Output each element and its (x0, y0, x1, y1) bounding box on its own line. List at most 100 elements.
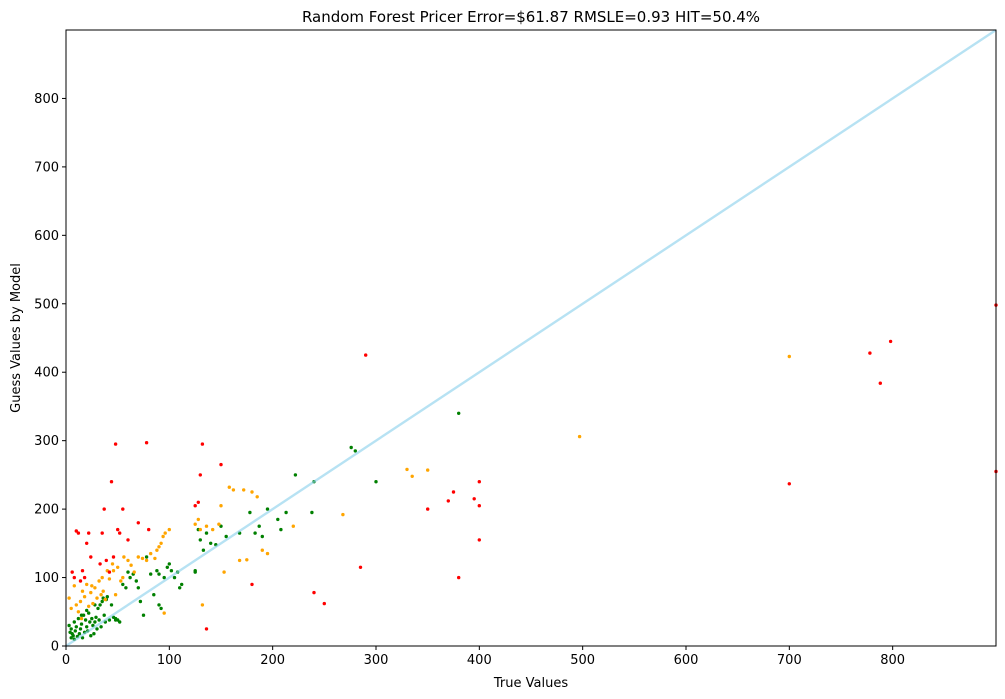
data-point-red (87, 531, 91, 535)
data-point-red (477, 504, 481, 508)
y-tick-label: 700 (34, 160, 59, 175)
data-point-green (248, 510, 252, 515)
data-point-green (118, 620, 122, 624)
data-point-green (138, 599, 143, 604)
data-point-orange (242, 488, 246, 492)
data-point-orange (231, 488, 236, 492)
data-point-green (124, 586, 128, 590)
y-tick-label: 500 (34, 297, 59, 312)
chart-title: Random Forest Pricer Error=$61.87 RMSLE=… (302, 8, 760, 26)
data-point-orange (103, 597, 108, 602)
data-point-red (878, 381, 882, 385)
data-point-green (94, 615, 98, 619)
x-tick-label: 400 (467, 653, 492, 668)
data-point-green (457, 411, 461, 415)
data-point-red (109, 480, 114, 484)
data-point-red (102, 507, 106, 511)
data-point-orange (85, 582, 89, 587)
data-point-green (310, 510, 314, 515)
data-point-orange (204, 524, 209, 528)
data-point-orange (163, 531, 167, 535)
y-axis: 0 100 200 300 400 500 600 700 800 (34, 92, 66, 655)
data-point-orange (80, 589, 85, 593)
y-tick-label: 100 (34, 571, 59, 586)
plot-frame (65, 29, 997, 647)
data-point-green (85, 608, 89, 613)
data-point-red (98, 562, 102, 566)
data-point-green (87, 611, 91, 615)
data-point-green (157, 603, 161, 607)
data-point-red (118, 531, 122, 535)
data-point-orange (200, 603, 205, 607)
data-point-orange (193, 522, 197, 526)
data-point-green (109, 603, 114, 607)
data-point-orange (79, 616, 84, 621)
y-tick-label: 0 (51, 640, 59, 655)
data-point-orange (69, 606, 73, 611)
data-point-orange (126, 558, 130, 563)
data-point-green (98, 603, 102, 607)
data-point-red (74, 529, 79, 533)
data-point-green (141, 613, 146, 617)
data-point-orange (255, 495, 259, 499)
data-point-orange (89, 590, 93, 595)
data-point-orange (155, 548, 159, 552)
data-point-green (69, 627, 73, 631)
x-tick-label: 700 (777, 653, 802, 668)
data-point-green (105, 595, 110, 599)
data-point-orange (76, 610, 81, 614)
data-point-orange (91, 601, 95, 606)
y-tick-label: 300 (34, 434, 59, 449)
x-tick-label: 600 (674, 653, 699, 668)
data-point-red (89, 555, 93, 559)
data-point-red (104, 558, 109, 563)
data-point-red (426, 507, 430, 511)
data-point-red (111, 555, 116, 559)
data-point-orange (211, 527, 215, 532)
data-point-green (374, 480, 378, 484)
data-point-orange (116, 565, 120, 569)
data-point-orange (111, 569, 116, 573)
data-point-green (167, 562, 171, 566)
data-point-green (193, 570, 197, 574)
data-point-green (79, 622, 84, 626)
x-tick-label: 300 (364, 653, 389, 668)
data-point-orange (107, 577, 112, 581)
data-point-red (364, 353, 368, 357)
data-point-green (83, 618, 88, 622)
data-point-green (121, 582, 125, 587)
data-point-orange (121, 575, 125, 580)
data-point-orange (265, 551, 270, 556)
data-point-green (144, 555, 149, 559)
data-point-orange (245, 558, 249, 562)
data-point-orange (787, 354, 791, 359)
data-point-green (276, 517, 280, 522)
data-point-red (219, 462, 223, 467)
data-point-orange (99, 593, 103, 597)
data-point-green (253, 531, 257, 535)
data-point-green (113, 618, 118, 622)
data-point-red (126, 538, 130, 542)
data-point-green (102, 613, 106, 617)
data-point-orange (167, 527, 171, 532)
data-point-orange (426, 468, 430, 472)
data-point-green (71, 634, 75, 638)
data-point-orange (250, 490, 254, 494)
data-point-green (284, 510, 288, 515)
data-point-orange (157, 545, 161, 549)
data-point-orange (219, 504, 223, 508)
data-point-red (446, 499, 450, 503)
data-point-green (209, 541, 213, 545)
data-point-green (89, 634, 93, 638)
data-point-orange (82, 595, 87, 599)
data-point-orange (162, 611, 166, 615)
data-point-green (349, 445, 353, 450)
x-tick-label: 0 (62, 653, 70, 668)
data-point-red (204, 627, 209, 631)
data-point-red (136, 521, 140, 525)
data-point-orange (122, 555, 126, 559)
data-point-red (85, 541, 89, 545)
x-tick-label: 800 (880, 653, 905, 668)
data-point-red (107, 570, 112, 574)
data-point-orange (93, 586, 97, 590)
